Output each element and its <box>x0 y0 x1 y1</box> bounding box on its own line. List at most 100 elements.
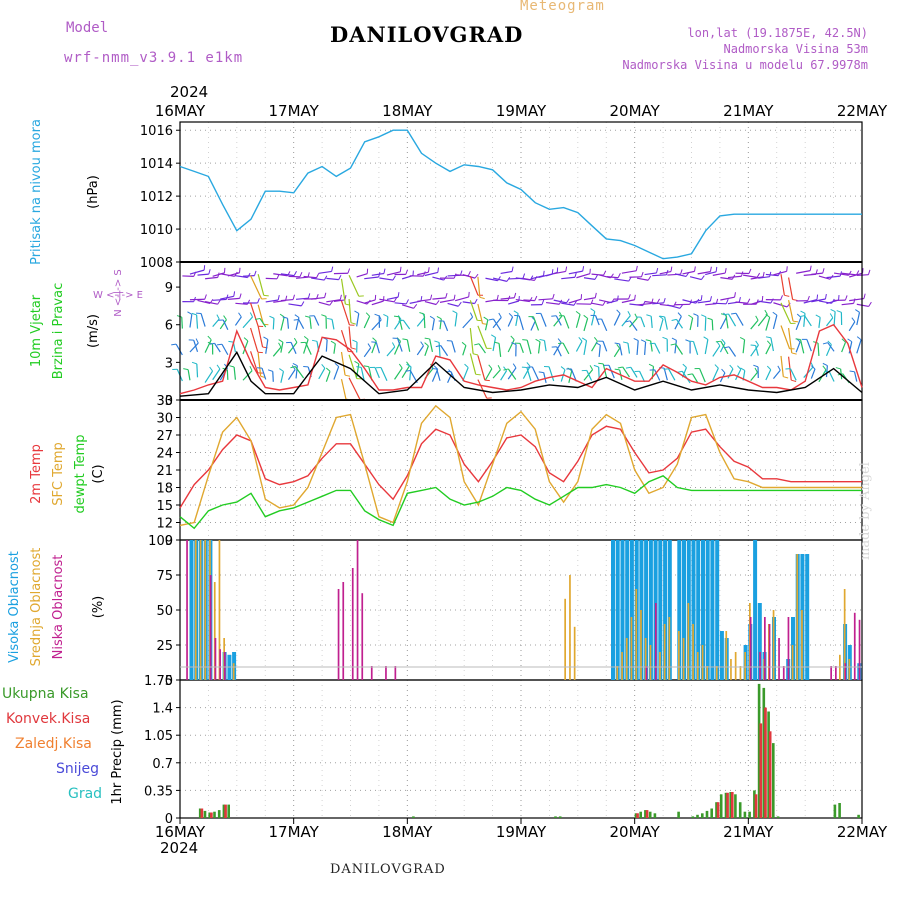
wind-barb <box>538 298 553 301</box>
wind-barb-flag <box>647 275 652 281</box>
wind-barb-flag <box>677 312 682 317</box>
wind-barb-flag <box>303 335 309 340</box>
wind-barb-flag <box>334 362 340 367</box>
wind-barb <box>272 371 274 382</box>
wind-barb <box>772 314 778 330</box>
wind-barb <box>540 313 547 327</box>
panel-frame <box>179 261 863 401</box>
wind-barb-flag <box>239 267 241 273</box>
wind-barb-flag <box>635 265 638 271</box>
cloud-bar <box>844 663 847 680</box>
wind-barb-flag <box>354 310 360 314</box>
y-tick-label: 6 <box>165 319 173 334</box>
wind-barb <box>205 276 218 280</box>
cloud-bar <box>710 540 715 680</box>
wind-barb <box>806 339 812 352</box>
wind-compass-label: W <-|-> E <box>93 290 143 301</box>
y-tick-label: 25 <box>156 639 173 654</box>
wind-barb <box>613 313 621 326</box>
y-tick-label: 75 <box>156 569 173 584</box>
wind-barb-flag <box>725 299 729 305</box>
wind-barb <box>568 270 583 275</box>
wind-barb <box>720 296 735 301</box>
wind-barb-flag <box>754 367 758 373</box>
precip-legend-item: Grad <box>68 786 102 802</box>
cloud-bar <box>394 666 397 680</box>
cloud-bar <box>715 666 718 680</box>
wind-barb-flag <box>383 313 389 318</box>
wind-barb-flag <box>756 272 761 278</box>
wind-barb <box>477 325 488 349</box>
wind-barb <box>257 325 264 348</box>
cloud-bar <box>791 645 794 680</box>
wind-barb <box>294 366 305 379</box>
wind-barb <box>682 299 697 304</box>
cloud-bar <box>757 603 762 680</box>
wind-barb-flag <box>383 268 386 274</box>
wind-barb-flag <box>721 368 726 374</box>
wind-barb <box>735 312 744 326</box>
wind-barb-flag <box>627 311 631 316</box>
wind-barb <box>803 298 818 304</box>
wind-barb <box>532 316 540 331</box>
wind-barb-flag <box>855 309 860 313</box>
precip-axis-title: 1hr Precip (mm) <box>110 699 125 804</box>
wind-barb-flag <box>330 340 336 345</box>
y-tick-label: 1016 <box>140 124 173 139</box>
wind-barb <box>543 372 547 383</box>
temp-axis-title-dewpt: dewpt Temp <box>73 434 88 513</box>
precip-bar <box>738 802 742 818</box>
precip-bar <box>701 813 704 818</box>
cloud-bar <box>186 540 188 680</box>
panel-precip: 0 0.35 0.7 1.05 1.4 1.75 <box>144 674 863 827</box>
wind-barb-flag <box>573 300 577 306</box>
wind-barb <box>257 304 265 325</box>
wind-barb-flag <box>316 273 320 278</box>
wind-barb-flag <box>822 365 827 371</box>
wind-barb-flag <box>435 300 440 305</box>
wind-barb <box>204 301 218 305</box>
temp-line-2 <box>179 474 862 530</box>
wind-barb-flag <box>323 275 328 281</box>
wind-barb <box>280 316 285 331</box>
wind-barb-flag <box>498 312 502 318</box>
x-tick-label-top: 19MAY <box>496 102 547 120</box>
precip-bar <box>696 814 699 818</box>
wind-barb-flag <box>617 366 623 369</box>
wind-barb-flag <box>709 266 712 272</box>
cloud-bar <box>214 638 217 680</box>
wind-barb-flag <box>595 342 601 346</box>
wind-barb-flag <box>583 314 588 319</box>
wind-barb <box>212 298 227 301</box>
wind-barb-flag <box>816 294 819 300</box>
wind-barb <box>765 369 772 381</box>
wind-barb-flag <box>497 365 501 370</box>
wind-barb <box>667 304 681 309</box>
wind-barb <box>288 303 302 307</box>
cloud-bar <box>655 603 657 680</box>
wind-barb <box>668 368 676 381</box>
wind-barb <box>249 327 259 353</box>
wind-barb <box>340 300 350 326</box>
wind-barb <box>712 345 721 357</box>
wind-barb-flag <box>641 271 644 277</box>
wind-barb <box>493 318 502 331</box>
y-tick-label: 0 <box>165 812 173 827</box>
wind-barb-flag <box>598 362 604 365</box>
wind-barb-flag <box>299 272 303 278</box>
precip-bar <box>210 812 213 818</box>
wind-barb-flag <box>203 265 206 271</box>
wind-barb-flag <box>216 364 221 370</box>
wind-barb-flag <box>339 294 342 300</box>
wind-barb-flag <box>663 368 669 370</box>
wind-barb <box>689 276 702 281</box>
cloud-bar <box>782 666 785 680</box>
wind-barb <box>735 301 748 304</box>
wind-barb <box>697 300 711 304</box>
wind-barb <box>455 296 469 302</box>
wind-barb-flag <box>292 294 295 300</box>
panel-pressure: 1008 1010 1012 1014 1016 <box>140 121 863 271</box>
cloud-bar <box>843 589 846 680</box>
x-tick-label-bottom: 19MAY <box>496 823 547 841</box>
cloud-bar <box>356 540 359 680</box>
